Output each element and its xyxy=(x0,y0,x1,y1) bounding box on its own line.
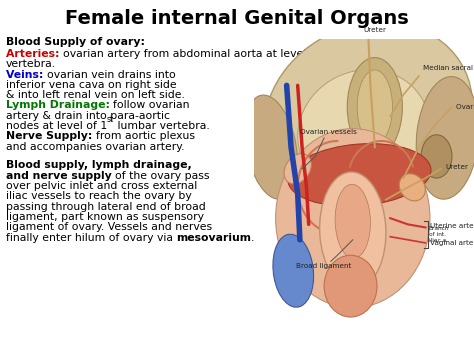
Ellipse shape xyxy=(284,154,311,184)
Text: Blood Supply of ovary:: Blood Supply of ovary: xyxy=(6,37,145,47)
Text: lumbar: lumbar xyxy=(338,49,380,59)
Text: inferior vena cava on right side: inferior vena cava on right side xyxy=(6,80,176,90)
Text: mesovarium: mesovarium xyxy=(176,233,251,242)
Ellipse shape xyxy=(298,70,430,194)
Text: passing through lateral end of broad: passing through lateral end of broad xyxy=(6,202,205,212)
Ellipse shape xyxy=(245,95,298,199)
Text: and nerve supply: and nerve supply xyxy=(6,171,115,181)
Text: ligament of ovary. Vessels and nerves: ligament of ovary. Vessels and nerves xyxy=(6,222,212,232)
Text: vertebra.: vertebra. xyxy=(6,59,56,69)
Text: Branch
of int.
iliac a.: Branch of int. iliac a. xyxy=(429,226,449,242)
Circle shape xyxy=(421,135,452,178)
Ellipse shape xyxy=(288,144,431,206)
Ellipse shape xyxy=(273,234,314,307)
Text: Veins:: Veins: xyxy=(6,70,47,80)
Ellipse shape xyxy=(357,70,392,144)
Ellipse shape xyxy=(275,129,430,308)
Text: artery & drain into para-aortic: artery & drain into para-aortic xyxy=(6,111,170,121)
Text: st: st xyxy=(107,115,114,124)
Text: .: . xyxy=(251,233,255,242)
Text: ovarian artery from abdominal aorta at level of 1: ovarian artery from abdominal aorta at l… xyxy=(63,49,331,59)
Text: Lymph Drainage:: Lymph Drainage: xyxy=(6,100,113,110)
Text: over pelvic inlet and cross external: over pelvic inlet and cross external xyxy=(6,181,197,191)
Ellipse shape xyxy=(324,255,377,317)
Text: Ovarian artery: Ovarian artery xyxy=(456,104,474,110)
Text: Uterine artery: Uterine artery xyxy=(430,223,474,229)
Text: nodes at level of 1: nodes at level of 1 xyxy=(6,121,107,131)
Ellipse shape xyxy=(335,184,371,258)
Text: Broad ligament: Broad ligament xyxy=(296,263,352,269)
Ellipse shape xyxy=(399,174,425,201)
Text: follow ovarian: follow ovarian xyxy=(113,100,190,110)
Text: from aortic plexus: from aortic plexus xyxy=(96,131,195,141)
Text: lumbar vertebra.: lumbar vertebra. xyxy=(114,121,210,131)
Ellipse shape xyxy=(347,58,402,157)
Text: Blood supply, lymph drainage,: Blood supply, lymph drainage, xyxy=(6,160,191,170)
Text: ligament, part known as suspensory: ligament, part known as suspensory xyxy=(6,212,204,222)
Text: Median sacral artery: Median sacral artery xyxy=(423,65,474,71)
Text: ovarian vein drains into: ovarian vein drains into xyxy=(47,70,175,80)
Text: Ureter: Ureter xyxy=(446,164,468,170)
Text: Arteries:: Arteries: xyxy=(6,49,63,59)
Text: iliac vessels to reach the ovary by: iliac vessels to reach the ovary by xyxy=(6,191,191,201)
Text: & into left renal vein on left side.: & into left renal vein on left side. xyxy=(6,90,184,100)
Text: Ureter: Ureter xyxy=(363,27,386,33)
Ellipse shape xyxy=(416,77,474,199)
Ellipse shape xyxy=(264,22,472,210)
Ellipse shape xyxy=(319,172,386,289)
Text: finally enter hilum of ovary via: finally enter hilum of ovary via xyxy=(6,233,176,242)
Text: of the ovary pass: of the ovary pass xyxy=(115,171,210,181)
Text: Female internal Genital Organs: Female internal Genital Organs xyxy=(65,9,409,28)
Text: Ovarian vessels: Ovarian vessels xyxy=(300,129,357,135)
Text: Nerve Supply:: Nerve Supply: xyxy=(6,131,96,141)
Text: and accompanies ovarian artery.: and accompanies ovarian artery. xyxy=(6,142,184,152)
Text: st: st xyxy=(331,43,338,51)
Text: Vaginal artery: Vaginal artery xyxy=(430,240,474,246)
